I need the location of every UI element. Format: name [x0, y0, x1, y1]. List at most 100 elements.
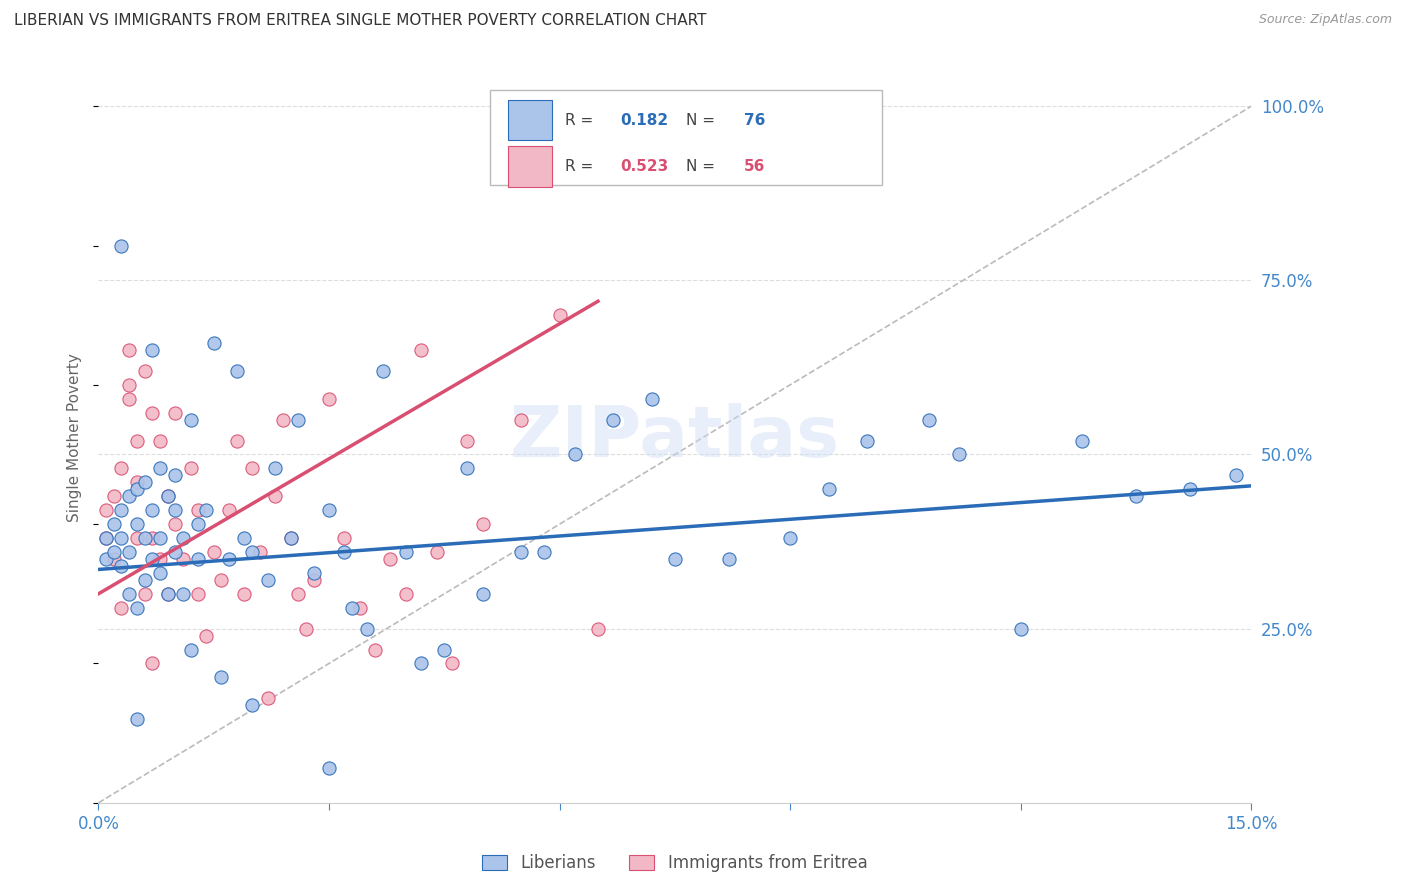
Point — [156, 587, 179, 601]
Text: 56: 56 — [744, 159, 765, 174]
Point — [187, 552, 209, 566]
Point — [149, 552, 172, 566]
Point — [125, 517, 148, 532]
Point — [456, 461, 478, 475]
Point — [256, 691, 278, 706]
Point — [471, 587, 494, 601]
Point — [141, 531, 163, 545]
Point — [287, 412, 309, 426]
Point — [118, 545, 141, 559]
Point — [225, 434, 247, 448]
Point — [456, 434, 478, 448]
Point — [364, 642, 387, 657]
Point — [233, 587, 256, 601]
Point — [103, 517, 125, 532]
Point — [118, 392, 141, 406]
Point — [240, 461, 263, 475]
Point — [426, 545, 449, 559]
Point — [141, 343, 163, 357]
Point — [110, 238, 132, 252]
Text: 76: 76 — [744, 113, 765, 128]
Point — [395, 545, 418, 559]
Point — [172, 552, 194, 566]
Point — [917, 412, 939, 426]
Point — [548, 308, 571, 322]
Point — [125, 483, 148, 497]
Point — [1071, 434, 1094, 448]
Point — [187, 517, 209, 532]
Point — [149, 566, 172, 580]
Point — [249, 545, 271, 559]
Point — [125, 475, 148, 490]
Point — [779, 531, 801, 545]
Point — [110, 461, 132, 475]
Point — [564, 448, 586, 462]
Point — [94, 531, 117, 545]
Point — [202, 545, 225, 559]
Point — [1010, 622, 1032, 636]
Point — [118, 489, 141, 503]
Text: Source: ZipAtlas.com: Source: ZipAtlas.com — [1258, 13, 1392, 27]
Point — [187, 503, 209, 517]
Point — [110, 503, 132, 517]
Point — [165, 468, 187, 483]
Point — [172, 531, 194, 545]
Point — [433, 642, 456, 657]
Point — [395, 587, 418, 601]
Point — [817, 483, 839, 497]
Point — [295, 622, 318, 636]
Point — [856, 434, 879, 448]
Point — [318, 392, 340, 406]
Point — [134, 364, 156, 378]
Point — [1225, 468, 1247, 483]
Point — [318, 503, 340, 517]
Point — [240, 545, 263, 559]
Point — [141, 552, 163, 566]
Point — [103, 552, 125, 566]
Point — [340, 600, 363, 615]
Point — [225, 364, 247, 378]
Point — [94, 552, 117, 566]
Point — [94, 503, 117, 517]
Text: LIBERIAN VS IMMIGRANTS FROM ERITREA SINGLE MOTHER POVERTY CORRELATION CHART: LIBERIAN VS IMMIGRANTS FROM ERITREA SING… — [14, 13, 707, 29]
Point — [134, 573, 156, 587]
Point — [118, 377, 141, 392]
Point — [195, 629, 218, 643]
Point — [165, 545, 187, 559]
Point — [271, 412, 294, 426]
Point — [948, 448, 970, 462]
Point — [141, 657, 163, 671]
Point — [256, 573, 278, 587]
Point — [141, 406, 163, 420]
Point — [717, 552, 740, 566]
Point — [202, 336, 225, 351]
Point — [287, 587, 309, 601]
Y-axis label: Single Mother Poverty: Single Mother Poverty — [67, 352, 83, 522]
Text: 0.523: 0.523 — [620, 159, 669, 174]
Point — [240, 698, 263, 713]
Point — [280, 531, 302, 545]
Point — [411, 657, 433, 671]
Point — [586, 622, 609, 636]
Point — [125, 600, 148, 615]
Point — [641, 392, 664, 406]
Text: N =: N = — [686, 113, 720, 128]
Point — [134, 587, 156, 601]
Point — [187, 587, 209, 601]
Point — [110, 600, 132, 615]
Point — [440, 657, 463, 671]
Point — [103, 489, 125, 503]
Bar — [508, 146, 551, 186]
Point — [664, 552, 686, 566]
Point — [110, 558, 132, 573]
Point — [165, 503, 187, 517]
Point — [1125, 489, 1147, 503]
Point — [318, 761, 340, 775]
Point — [125, 434, 148, 448]
Point — [118, 587, 141, 601]
FancyBboxPatch shape — [491, 90, 883, 185]
Text: 0.182: 0.182 — [620, 113, 669, 128]
Point — [510, 412, 533, 426]
Point — [411, 343, 433, 357]
Point — [195, 503, 218, 517]
